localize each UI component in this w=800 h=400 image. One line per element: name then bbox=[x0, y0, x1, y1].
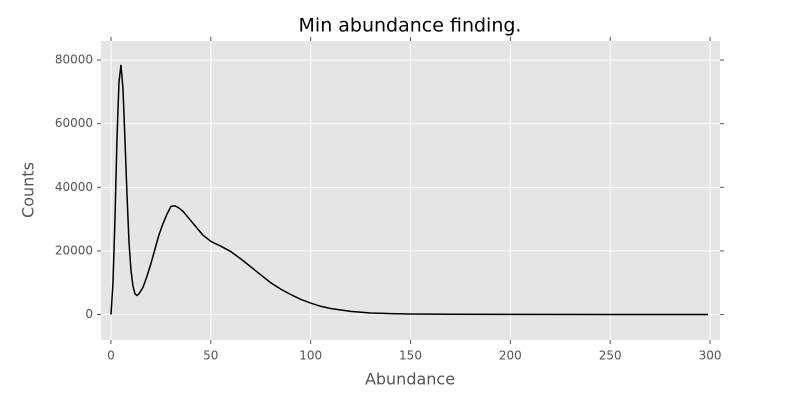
x-tick-label: 100 bbox=[299, 349, 322, 363]
x-tick-label: 50 bbox=[203, 349, 218, 363]
y-axis-label: Counts bbox=[19, 162, 38, 218]
x-tick-label: 200 bbox=[499, 349, 522, 363]
data-line bbox=[110, 64, 709, 316]
y-tick-label: 60000 bbox=[55, 116, 93, 130]
x-tick-label: 0 bbox=[107, 349, 115, 363]
y-tick-label: 40000 bbox=[55, 180, 93, 194]
y-tick-label: 80000 bbox=[55, 53, 93, 67]
y-tick-label: 0 bbox=[85, 307, 93, 321]
chart-title: Min abundance finding. bbox=[299, 15, 522, 37]
x-axis-label: Abundance bbox=[365, 370, 455, 389]
x-tick-label: 150 bbox=[399, 349, 422, 363]
x-tick-label: 300 bbox=[699, 349, 722, 363]
y-tick-label: 20000 bbox=[55, 243, 93, 257]
x-tick-label: 250 bbox=[599, 349, 622, 363]
